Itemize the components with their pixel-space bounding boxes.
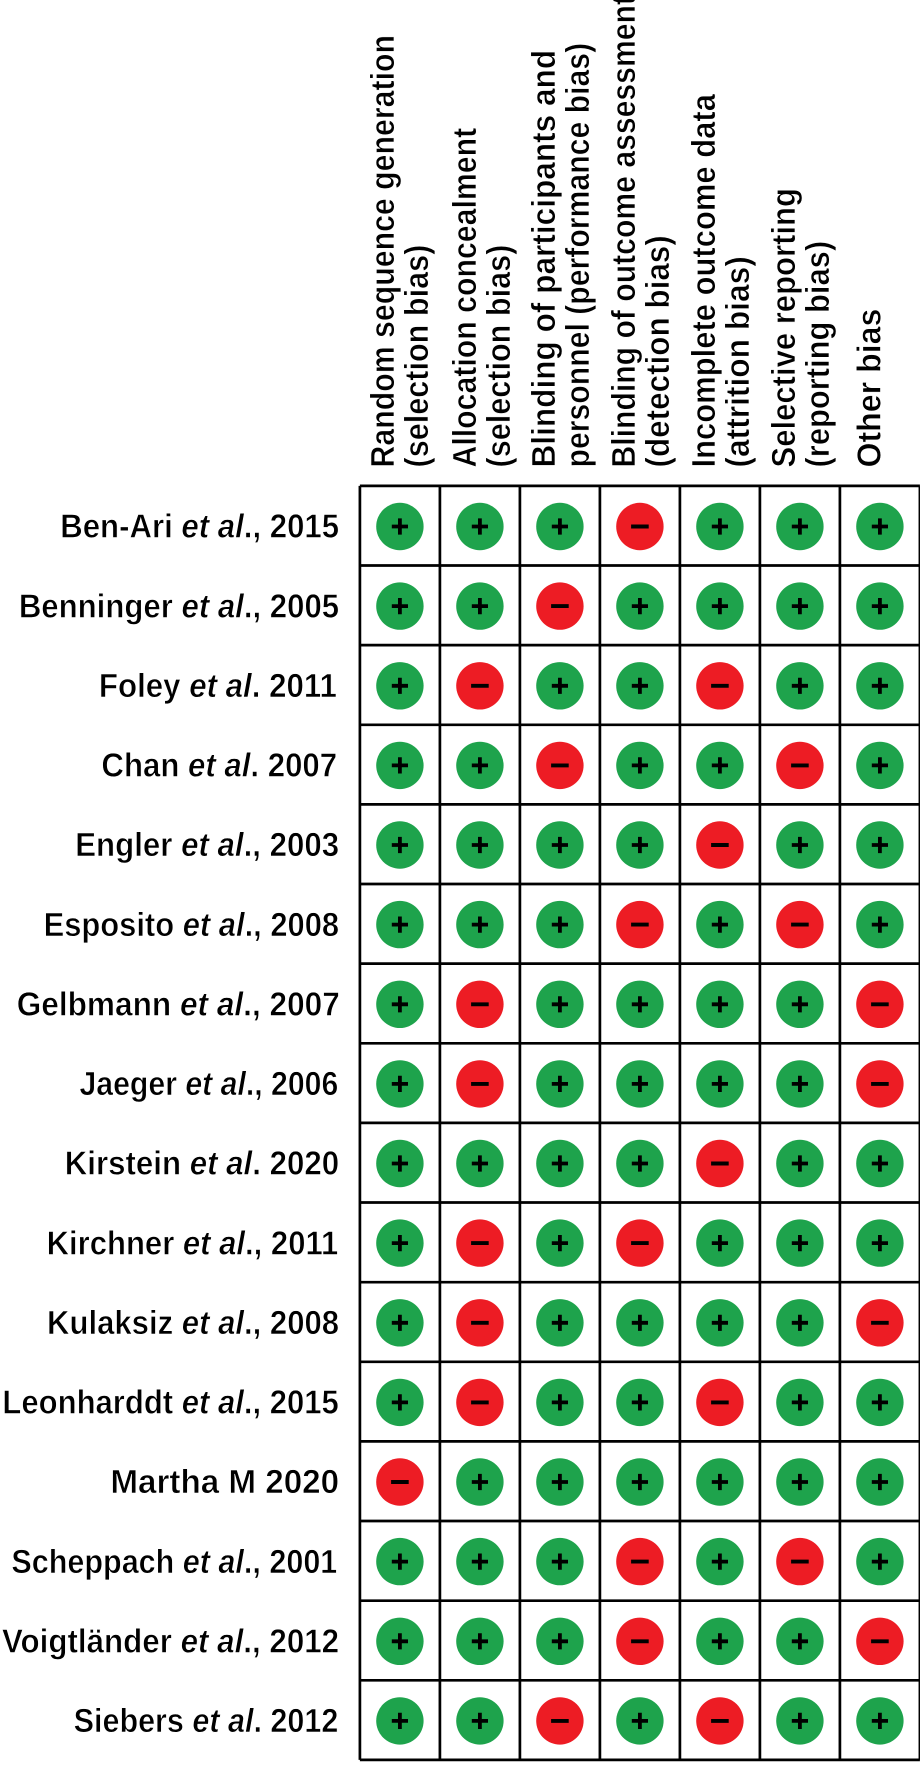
svg-text:Chan et al. 2007: Chan et al. 2007 bbox=[101, 748, 337, 785]
svg-text:(attrition bias): (attrition bias) bbox=[720, 256, 757, 467]
svg-text:Selective reporting: Selective reporting bbox=[766, 188, 803, 467]
svg-text:Ben-Ari et al., 2015: Ben-Ari et al., 2015 bbox=[60, 509, 339, 546]
svg-text:Blinding of participants and: Blinding of participants and bbox=[526, 50, 563, 468]
svg-text:Jaeger et al., 2006: Jaeger et al., 2006 bbox=[79, 1066, 338, 1103]
svg-text:Esposito et al., 2008: Esposito et al., 2008 bbox=[44, 907, 340, 944]
svg-text:Benninger et al., 2005: Benninger et al., 2005 bbox=[19, 588, 339, 625]
svg-text:(selection bias): (selection bias) bbox=[399, 245, 436, 468]
svg-text:Incomplete outcome data: Incomplete outcome data bbox=[686, 94, 723, 468]
svg-text:Random sequence generation: Random sequence generation bbox=[365, 35, 402, 467]
svg-text:Foley et al. 2011: Foley et al. 2011 bbox=[99, 668, 337, 705]
svg-text:Leonharddt et al., 2015: Leonharddt et al., 2015 bbox=[2, 1385, 338, 1422]
svg-text:Kirchner et al., 2011: Kirchner et al., 2011 bbox=[47, 1225, 339, 1262]
svg-text:Kulaksiz et al., 2008: Kulaksiz et al., 2008 bbox=[47, 1305, 339, 1342]
svg-text:Allocation concealment: Allocation concealment bbox=[447, 128, 484, 468]
svg-text:Other bias: Other bias bbox=[851, 309, 888, 468]
svg-text:(reporting bias): (reporting bias) bbox=[800, 241, 837, 468]
svg-text:Kirstein et al. 2020: Kirstein et al. 2020 bbox=[65, 1146, 339, 1183]
svg-text:Martha M 2020: Martha M 2020 bbox=[110, 1464, 339, 1501]
svg-text:Voigtländer et al., 2012: Voigtländer et al., 2012 bbox=[2, 1624, 339, 1661]
svg-text:personnel (performance bias): personnel (performance bias) bbox=[560, 43, 597, 468]
svg-text:Siebers et al. 2012: Siebers et al. 2012 bbox=[74, 1703, 339, 1740]
svg-text:Gelbmann et al., 2007: Gelbmann et al., 2007 bbox=[17, 987, 340, 1024]
svg-text:Scheppach et al., 2001: Scheppach et al., 2001 bbox=[11, 1544, 337, 1581]
svg-text:(detection bias): (detection bias) bbox=[640, 235, 677, 467]
svg-text:Blinding of outcome assessment: Blinding of outcome assessment bbox=[606, 0, 643, 468]
svg-text:Engler et al., 2003: Engler et al., 2003 bbox=[75, 827, 339, 864]
svg-text:(selection bias): (selection bias) bbox=[481, 245, 518, 468]
